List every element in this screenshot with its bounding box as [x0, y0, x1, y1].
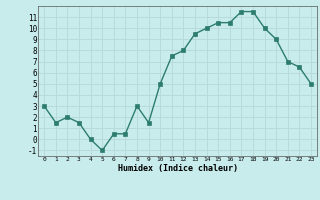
X-axis label: Humidex (Indice chaleur): Humidex (Indice chaleur)	[118, 164, 238, 173]
